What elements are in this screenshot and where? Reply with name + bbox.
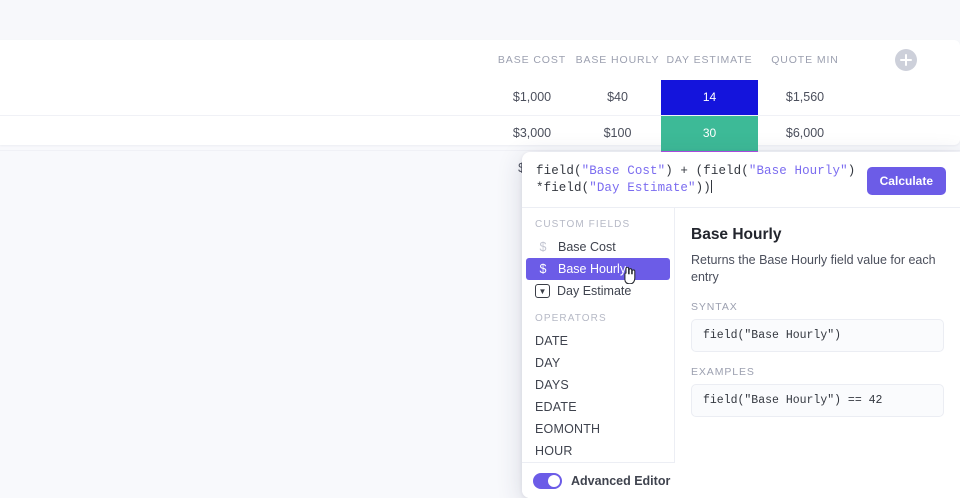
operator-item[interactable]: EOMONTH [535, 422, 601, 436]
column-header-base-cost[interactable]: BASE COST [497, 54, 567, 66]
detail-examples-label: EXAMPLES [691, 366, 755, 378]
cell-day-estimate[interactable]: 14 [661, 80, 758, 115]
advanced-editor-label: Advanced Editor [571, 473, 671, 488]
detail-syntax-label: SYNTAX [691, 301, 738, 313]
field-detail-panel: Base Hourly Returns the Base Hourly fiel… [675, 208, 960, 498]
custom-field-label: Base Hourly [558, 262, 627, 276]
operator-item[interactable]: HOUR [535, 444, 573, 458]
formula-token: ) + (field( [665, 164, 749, 178]
formula-token: ) *field( [536, 164, 856, 195]
operators-list: DATE DAY DAYS EDATE EOMONTH HOUR [522, 330, 674, 462]
advanced-editor-row: Advanced Editor [522, 462, 675, 498]
custom-field-item[interactable]: ▼ Day Estimate [522, 280, 674, 302]
cell-quote-min[interactable]: $1,560 [785, 90, 825, 104]
calculate-button[interactable]: Calculate [866, 167, 946, 195]
data-table-card: BASE COST BASE HOURLY DAY ESTIMATE QUOTE… [0, 40, 960, 186]
cell-day-estimate[interactable]: 30 [661, 115, 758, 151]
page-background-top [0, 0, 960, 40]
dollar-icon: $ [539, 262, 547, 276]
text-caret [710, 180, 712, 193]
formula-string-token: "Day Estimate" [589, 181, 696, 195]
formula-sidebar-scroll[interactable]: CUSTOM FIELDS $ Base Cost $ Base Hourly ▼ Day… [522, 208, 674, 462]
formula-token: field( [536, 164, 582, 178]
column-header-day-estimate[interactable]: DAY ESTIMATE [666, 54, 753, 66]
detail-syntax-code: field("Base Hourly") [691, 319, 944, 352]
table-row[interactable]: $3,000 $100 30 $6,000 [0, 115, 960, 151]
table-row[interactable]: $1,000 $40 14 $1,560 [0, 80, 960, 115]
formula-string-token: "Base Hourly" [748, 164, 848, 178]
detail-title: Base Hourly [691, 226, 782, 243]
column-header-base-hourly[interactable]: BASE HOURLY [575, 54, 660, 66]
custom-fields-group-label: CUSTOM FIELDS [535, 219, 631, 230]
formula-popup-body: CUSTOM FIELDS $ Base Cost $ Base Hourly ▼ Day… [522, 208, 960, 498]
formula-token: )) [695, 181, 711, 195]
detail-examples-code: field("Base Hourly") == 42 [691, 384, 944, 417]
cell-base-hourly[interactable]: $40 [607, 90, 628, 104]
cell-base-cost[interactable]: $3,000 [512, 125, 552, 140]
cell-base-hourly[interactable]: $100 [603, 125, 632, 140]
custom-field-item[interactable]: $ Base Hourly [526, 258, 670, 285]
formula-input[interactable]: field("Base Cost") + (field("Base Hourly… [536, 163, 866, 197]
table-header-row: BASE COST BASE HOURLY DAY ESTIMATE QUOTE… [0, 40, 960, 80]
dollar-icon: $ [539, 240, 547, 254]
cell-base-cost[interactable]: $1,000 [512, 90, 552, 104]
custom-field-label: Day Estimate [557, 284, 632, 298]
custom-field-item[interactable]: $ Base Cost [522, 236, 674, 258]
custom-field-label: Base Cost [558, 240, 616, 254]
dropdown-box-icon: ▼ [535, 284, 550, 298]
cell-quote-min[interactable]: $6,000 [785, 125, 825, 140]
formula-editor-popup: field("Base Cost") + (field("Base Hourly… [522, 152, 960, 498]
operator-item[interactable]: DAY [535, 356, 561, 370]
column-header-quote-min[interactable]: QUOTE MIN [771, 54, 839, 66]
formula-sidebar: CUSTOM FIELDS $ Base Cost $ Base Hourly ▼ Day… [522, 208, 675, 498]
operator-item[interactable]: DATE [535, 334, 569, 348]
detail-description: Returns the Base Hourly field value for … [691, 253, 936, 284]
operators-group-label: OPERATORS [535, 313, 607, 324]
advanced-editor-toggle[interactable] [533, 472, 562, 489]
operator-item[interactable]: EDATE [535, 400, 577, 414]
operator-item[interactable]: DAYS [535, 378, 569, 392]
add-column-cell [852, 49, 960, 71]
plus-icon[interactable] [895, 49, 917, 71]
formula-input-bar: field("Base Cost") + (field("Base Hourly… [522, 152, 960, 208]
custom-fields-list: $ Base Cost $ Base Hourly ▼ Day Estimate [522, 236, 674, 302]
formula-string-token: "Base Cost" [581, 164, 666, 178]
